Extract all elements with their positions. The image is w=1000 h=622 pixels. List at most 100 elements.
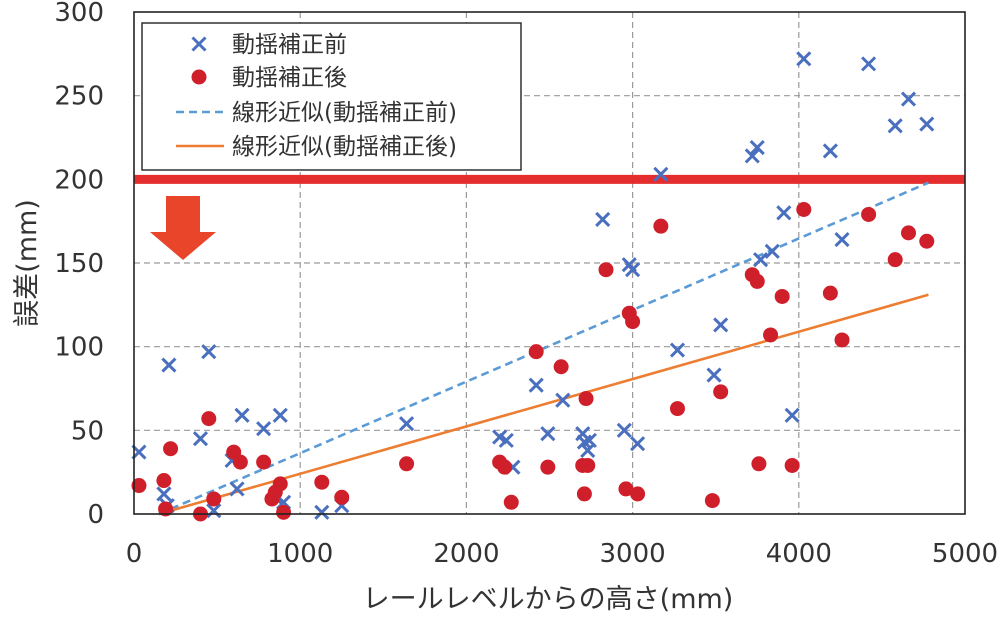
data-point-circle xyxy=(919,233,935,249)
data-point-circle xyxy=(630,486,646,502)
data-point-cross xyxy=(399,416,415,432)
data-point-cross xyxy=(822,143,838,159)
data-point-circle xyxy=(540,459,556,475)
data-point-cross xyxy=(581,432,597,448)
down-arrow-icon xyxy=(150,196,216,260)
data-point-circle xyxy=(206,491,222,507)
x-tick-label: 5000 xyxy=(932,539,998,569)
data-point-circle xyxy=(232,454,248,470)
y-tick-label: 100 xyxy=(54,333,104,363)
data-point-circle xyxy=(713,384,729,400)
series-layer xyxy=(131,51,935,522)
data-point-cross xyxy=(161,357,177,373)
x-tick-label: 1000 xyxy=(267,539,333,569)
data-point-circle xyxy=(861,206,877,222)
data-point-cross xyxy=(256,421,272,437)
data-point-cross xyxy=(764,243,780,259)
data-point-circle xyxy=(156,473,172,489)
data-point-cross xyxy=(528,377,544,393)
data-point-circle xyxy=(553,359,569,375)
data-point-circle xyxy=(334,489,350,505)
data-point-cross xyxy=(653,166,669,182)
data-point-cross xyxy=(713,317,729,333)
data-point-cross xyxy=(834,232,850,248)
data-point-circle xyxy=(528,344,544,360)
data-point-circle xyxy=(163,441,179,457)
y-tick-label: 0 xyxy=(87,500,104,530)
data-point-cross xyxy=(887,118,903,134)
plot-frame xyxy=(133,11,966,515)
legend-marker-circle xyxy=(191,69,207,85)
data-point-circle xyxy=(256,454,272,470)
data-point-circle xyxy=(276,504,292,520)
data-point-circle xyxy=(784,457,800,473)
data-point-circle xyxy=(158,501,174,517)
data-point-circle xyxy=(749,273,765,289)
data-point-cross xyxy=(861,56,877,72)
legend-label: 動揺補正前 xyxy=(232,32,347,58)
x-tick-label: 0 xyxy=(126,539,143,569)
data-point-cross xyxy=(555,392,571,408)
arrow-layer xyxy=(150,196,216,260)
data-point-cross xyxy=(919,116,935,132)
legend-label: 線形近似(動揺補正後) xyxy=(232,134,457,160)
data-point-cross xyxy=(498,432,514,448)
tick-labels: 0 1000 2000 3000 4000 5000 0 50 100 150 200 250 300 xyxy=(54,0,998,569)
data-point-cross xyxy=(234,407,250,423)
data-point-cross xyxy=(753,252,769,268)
data-point-circle xyxy=(751,456,767,472)
data-point-circle xyxy=(704,493,720,509)
data-point-circle xyxy=(272,476,288,492)
y-tick-label: 50 xyxy=(71,416,104,446)
data-point-cross xyxy=(314,504,330,520)
data-point-circle xyxy=(618,481,634,497)
data-point-cross xyxy=(776,205,792,221)
data-point-circle xyxy=(774,288,790,304)
data-point-cross xyxy=(595,211,611,228)
y-axis-title: 誤差(mm) xyxy=(12,199,43,327)
x-tick-label: 4000 xyxy=(766,539,832,569)
data-point-circle xyxy=(131,478,147,494)
data-point-cross xyxy=(192,431,209,447)
data-point-cross xyxy=(206,503,222,519)
data-point-cross xyxy=(229,481,245,497)
data-point-circle xyxy=(796,201,812,217)
data-point-circle xyxy=(503,494,519,510)
data-point-circle xyxy=(887,252,903,268)
data-point-cross xyxy=(630,436,646,452)
data-point-circle xyxy=(834,332,850,348)
y-tick-label: 300 xyxy=(54,0,104,28)
y-tick-label: 250 xyxy=(54,82,104,112)
data-point-cross xyxy=(616,422,632,438)
data-point-circle xyxy=(900,225,916,241)
data-point-circle xyxy=(580,457,596,473)
data-point-cross xyxy=(201,344,217,360)
legend-label: 線形近似(動揺補正前) xyxy=(232,100,457,126)
trendline-series-3 xyxy=(158,293,929,516)
data-point-cross xyxy=(900,91,917,107)
data-point-circle xyxy=(578,391,594,407)
data-point-cross xyxy=(796,51,812,67)
data-point-cross xyxy=(669,342,686,358)
data-point-circle xyxy=(399,456,415,472)
series-1 xyxy=(131,201,935,522)
legend-label: 動揺補正後 xyxy=(232,65,347,91)
data-point-circle xyxy=(763,327,779,343)
data-point-cross xyxy=(156,486,172,502)
trendline-series-2 xyxy=(158,181,929,516)
data-point-circle xyxy=(576,486,592,502)
series-0 xyxy=(131,51,935,520)
data-point-cross xyxy=(272,407,288,423)
data-point-circle xyxy=(314,474,330,490)
data-point-circle xyxy=(653,218,669,234)
data-point-circle xyxy=(497,459,513,475)
x-tick-label: 2000 xyxy=(433,539,499,569)
axes xyxy=(133,11,966,515)
data-point-circle xyxy=(201,411,217,427)
data-point-cross xyxy=(706,367,722,383)
data-point-circle xyxy=(669,401,685,417)
x-axis-title: レールレベルからの高さ(mm) xyxy=(363,584,734,615)
y-tick-label: 200 xyxy=(54,165,104,195)
